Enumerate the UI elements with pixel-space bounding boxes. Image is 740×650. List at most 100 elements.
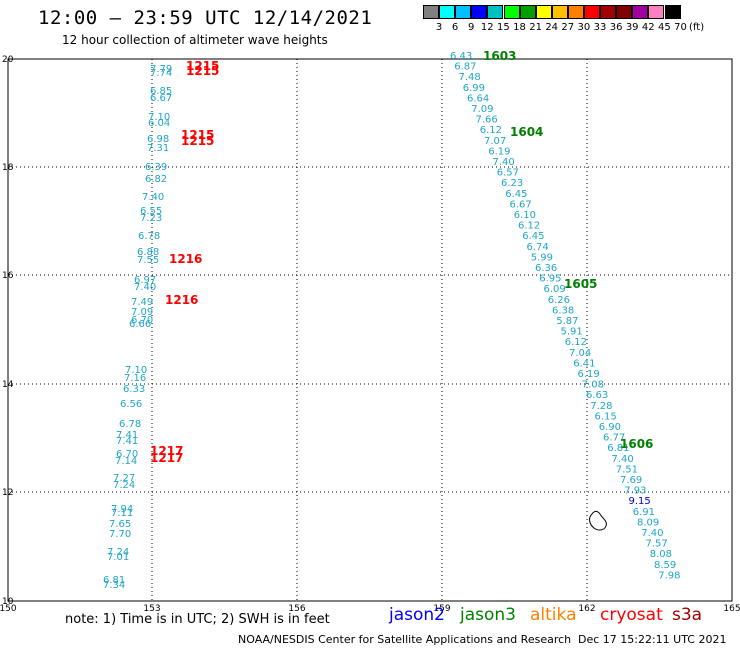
wave-height-label: 7.24 (113, 480, 135, 491)
legend-label: 45 (658, 22, 671, 33)
wave-height-label: 7.10 (125, 365, 147, 376)
wave-height-label: 6.39 (145, 162, 167, 173)
lat-label: 10 (2, 597, 14, 607)
wave-height-label: 6.82 (145, 174, 167, 185)
wave-height-label: 6.12 (565, 337, 587, 348)
wave-height-label: 5.99 (531, 252, 553, 263)
wave-height-label: 7.07 (484, 136, 506, 147)
lon-label: 153 (143, 604, 160, 614)
wave-height-label: 7.57 (646, 539, 668, 550)
time-label: 1606 (620, 437, 653, 451)
wave-height-label: 6.41 (573, 358, 595, 369)
wave-height-label: 6.91 (633, 507, 655, 518)
wave-height-label: 7.41 (116, 430, 138, 441)
wave-height-label: 7.04 (569, 348, 591, 359)
legend-label: 70 (674, 22, 687, 33)
time-label: 1603 (483, 49, 516, 63)
wave-height-label: 7.65 (109, 519, 131, 530)
wave-height-label: 7.10 (148, 112, 170, 123)
time-label: 1604 (510, 125, 543, 139)
satellite-name: jason3 (460, 605, 516, 625)
wave-height-label: 6.95 (539, 274, 561, 285)
wave-height-label: 7.28 (590, 401, 612, 412)
legend-label: (ft) (689, 22, 705, 33)
wave-height-label: 8.08 (650, 549, 672, 560)
wave-height-label: 6.74 (527, 242, 549, 253)
legend-swatch (455, 5, 472, 19)
lon-label: 159 (433, 604, 450, 614)
wave-height-label: 6.97 (134, 275, 156, 286)
wave-height-label: 7.09 (471, 104, 493, 115)
wave-height-label: 7.27 (113, 473, 135, 484)
time-label: 1217 (150, 451, 183, 465)
wave-height-label: 6.04 (148, 118, 170, 129)
legend-swatch (535, 5, 552, 19)
wave-height-label: 6.67 (150, 93, 172, 104)
wave-height-label: 7.98 (658, 570, 680, 581)
legend-swatch (584, 5, 600, 19)
wave-height-label: 6.45 (522, 231, 544, 242)
legend-label: 30 (577, 22, 591, 33)
wave-height-label: 6.45 (505, 189, 527, 200)
legend-label: 6 (451, 22, 459, 33)
wave-height-label: 6.78 (119, 419, 141, 430)
wave-height-label: 6.63 (586, 390, 608, 401)
wave-height-label: 6.43 (450, 51, 472, 62)
legend-label: 18 (513, 22, 526, 33)
wave-height-label: 7.55 (137, 255, 159, 266)
wave-height-label: 7.09 (131, 307, 153, 318)
legend-swatch (616, 5, 633, 19)
wave-height-label: 7.24 (107, 547, 129, 558)
legend-swatch (503, 5, 520, 19)
wave-height-label: 6.15 (595, 411, 617, 422)
legend-swatch (439, 5, 456, 19)
wave-height-label: 7.94 (111, 504, 133, 515)
lon-label: 150 (0, 604, 17, 614)
credit-text: NOAA/NESDIS Center for Satellite Applica… (238, 633, 572, 646)
wave-height-label: 8.59 (654, 560, 676, 571)
legend-swatch (600, 5, 617, 19)
wave-height-label: 6.55 (140, 206, 162, 217)
wave-height-label: 7.66 (476, 115, 498, 126)
wave-height-label: 6.10 (514, 210, 536, 221)
legend-swatch (487, 5, 504, 19)
wave-height-label: 6.19 (578, 369, 600, 380)
wave-height-label: 8.09 (637, 517, 659, 528)
legend-swatch (632, 5, 649, 19)
wave-height-label: 7.11 (111, 508, 133, 519)
wave-height-label: 7.31 (147, 143, 169, 154)
satellite-name: cryosat (600, 605, 663, 625)
legend-swatch (551, 5, 568, 19)
legend-label: 21 (529, 22, 542, 33)
wave-height-label: 6.33 (123, 384, 145, 395)
wave-height-label: 7.74 (150, 68, 172, 79)
time-label: 1217 (150, 444, 183, 458)
legend-swatch (471, 5, 488, 19)
legend-swatch (648, 5, 665, 19)
wave-height-label: 7.14 (115, 456, 137, 467)
wave-height-label: 7.93 (624, 486, 646, 497)
legend-label: 12 (480, 22, 494, 33)
wave-height-label: 7.34 (103, 580, 125, 591)
legend-label: 9 (468, 22, 475, 33)
satellite-name: s3a (672, 605, 703, 625)
wave-height-label: 6.23 (501, 178, 523, 189)
wave-height-label: 7.70 (109, 529, 131, 540)
wave-height-label: 7.69 (620, 475, 642, 486)
legend-swatch (664, 5, 681, 19)
wave-height-label: 6.12 (480, 125, 502, 136)
legend-label: 15 (497, 22, 510, 33)
wave-height-label: 7.40 (612, 454, 634, 465)
lat-label: 14 (2, 380, 14, 390)
wave-height-label: 6.70 (131, 315, 153, 326)
wave-height-label: 6.64 (467, 93, 489, 104)
wave-height-label: 7.40 (641, 528, 663, 539)
legend-label: 33 (593, 22, 607, 33)
wave-height-label: 6.87 (454, 62, 476, 73)
lon-label: 162 (578, 604, 595, 614)
wave-height-label: 5.91 (561, 327, 583, 338)
lat-label: 16 (2, 271, 14, 281)
wave-height-label: 5.87 (556, 316, 578, 327)
wave-height-label: 7.48 (459, 72, 481, 83)
